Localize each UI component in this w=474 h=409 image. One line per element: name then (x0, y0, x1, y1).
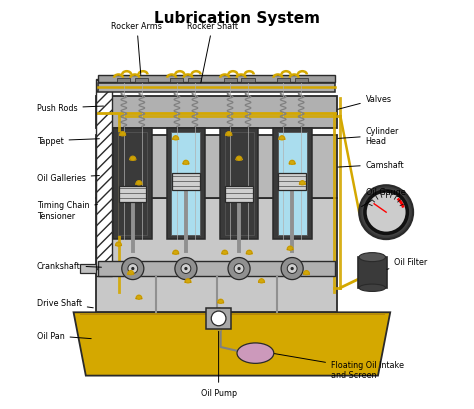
Text: Oil Galleries: Oil Galleries (37, 173, 100, 182)
Circle shape (128, 264, 138, 274)
Circle shape (287, 264, 297, 274)
Bar (224, 79, 237, 83)
Polygon shape (120, 133, 126, 137)
Bar (273, 129, 311, 239)
Polygon shape (246, 251, 252, 255)
Bar (118, 133, 147, 235)
Ellipse shape (237, 343, 274, 364)
Bar (119, 186, 146, 202)
Text: Cylinder
Head: Cylinder Head (338, 126, 399, 146)
Bar (135, 79, 148, 83)
Bar (96, 97, 337, 129)
Polygon shape (218, 299, 224, 303)
Polygon shape (304, 271, 310, 275)
Text: Push Rods: Push Rods (37, 104, 103, 113)
Bar (96, 198, 337, 312)
Text: Timing Chain
Tensioner: Timing Chain Tensioner (37, 201, 97, 220)
Text: Tappet: Tappet (37, 137, 100, 146)
Bar (98, 76, 335, 83)
Bar (219, 129, 258, 239)
Polygon shape (300, 181, 305, 185)
Text: Crankshaft: Crankshaft (37, 261, 101, 270)
Bar (166, 129, 205, 239)
Polygon shape (222, 251, 228, 255)
Circle shape (359, 186, 413, 240)
Circle shape (122, 258, 144, 280)
Text: Drive Shaft: Drive Shaft (37, 299, 93, 308)
Circle shape (367, 193, 406, 232)
Polygon shape (287, 247, 293, 251)
Polygon shape (136, 295, 142, 299)
Circle shape (184, 267, 188, 270)
Circle shape (281, 258, 303, 280)
Circle shape (363, 189, 410, 236)
Polygon shape (183, 161, 189, 165)
Bar (277, 79, 290, 83)
Polygon shape (130, 157, 136, 161)
Text: Oil Pump: Oil Pump (201, 332, 237, 397)
Text: Floating Oil Intake
and Screen: Floating Oil Intake and Screen (274, 354, 404, 379)
Ellipse shape (359, 253, 385, 262)
Circle shape (228, 258, 250, 280)
Bar (278, 133, 307, 235)
Text: Oil Gauge: Oil Gauge (362, 188, 405, 207)
Circle shape (237, 267, 241, 270)
Bar (113, 129, 152, 239)
Polygon shape (185, 279, 191, 283)
Bar (206, 308, 231, 329)
Polygon shape (226, 133, 232, 137)
Bar (98, 262, 335, 276)
Polygon shape (259, 279, 264, 283)
Text: Valves: Valves (338, 95, 392, 110)
Ellipse shape (359, 284, 385, 292)
Bar (225, 133, 254, 235)
Bar (225, 186, 253, 202)
Text: Oil Filter: Oil Filter (387, 257, 428, 270)
Circle shape (291, 267, 294, 270)
Bar (96, 80, 111, 276)
Text: Camshaft: Camshaft (338, 160, 404, 169)
Polygon shape (289, 161, 295, 165)
Bar (278, 174, 306, 190)
Circle shape (131, 267, 135, 270)
Polygon shape (173, 137, 179, 141)
Circle shape (181, 264, 191, 274)
Polygon shape (136, 181, 142, 185)
Text: Lubrication System: Lubrication System (154, 11, 320, 26)
Circle shape (234, 264, 244, 274)
Text: Oil Pan: Oil Pan (37, 331, 91, 340)
Polygon shape (128, 271, 134, 275)
Bar (172, 174, 200, 190)
Circle shape (211, 311, 226, 326)
Polygon shape (173, 251, 179, 255)
Bar (357, 258, 387, 288)
Bar (172, 133, 201, 235)
Bar (98, 83, 335, 92)
Bar (170, 79, 183, 83)
Bar (241, 79, 255, 83)
Bar (80, 265, 96, 274)
Bar (188, 79, 201, 83)
Polygon shape (73, 312, 390, 376)
Bar (117, 79, 130, 83)
Text: Rocker Arms: Rocker Arms (111, 22, 162, 75)
Polygon shape (116, 243, 121, 247)
Bar (295, 79, 308, 83)
Polygon shape (279, 137, 285, 141)
Text: Rocker Shaft: Rocker Shaft (187, 22, 238, 83)
Circle shape (175, 258, 197, 280)
Bar (96, 135, 337, 198)
Polygon shape (236, 157, 242, 161)
